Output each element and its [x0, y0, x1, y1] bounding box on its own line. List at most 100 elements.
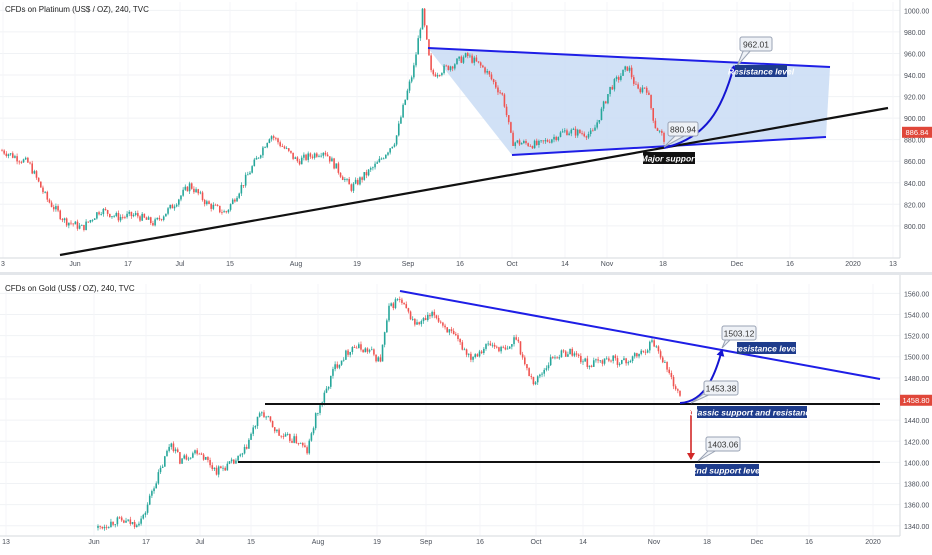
candle-body: [322, 152, 325, 156]
candle-body: [477, 61, 480, 63]
candle-body: [623, 358, 625, 361]
candle-body: [261, 412, 263, 414]
candle-body: [609, 86, 611, 95]
candle-body: [414, 319, 416, 325]
y-tick-label: 900.00: [904, 116, 926, 123]
candle-body: [229, 204, 232, 210]
candle-body: [576, 129, 579, 136]
candle-body: [456, 58, 458, 65]
candle-body: [613, 79, 616, 90]
candle-body: [470, 353, 472, 360]
candle-body: [295, 436, 298, 444]
candle-body: [126, 213, 128, 218]
candle-body: [485, 344, 487, 349]
candle-body: [336, 364, 339, 368]
y-tick-label: 940.00: [904, 73, 926, 80]
candle-body: [266, 142, 269, 148]
candle-body: [250, 433, 252, 440]
candle-body: [61, 219, 64, 221]
candle-body: [35, 171, 38, 178]
candle-body: [661, 357, 664, 363]
candle-body: [472, 356, 474, 360]
candle-body: [404, 99, 407, 105]
candle-body: [423, 8, 426, 26]
candle-body: [327, 386, 330, 389]
candle-body: [377, 357, 380, 362]
candle-body: [443, 65, 445, 74]
candle-body: [280, 435, 283, 437]
x-tick-label: 14: [561, 261, 569, 268]
x-tick-label: 2020: [845, 261, 861, 268]
candle-body: [441, 73, 443, 76]
candle-body: [200, 453, 203, 455]
candle-body: [57, 206, 59, 211]
candle-body: [475, 57, 478, 62]
candle-body: [259, 155, 262, 158]
candle-body: [417, 38, 419, 55]
candle-body: [495, 346, 498, 348]
candle-body: [617, 77, 620, 80]
candle-body: [195, 189, 197, 193]
candle-body: [400, 117, 402, 124]
candle-body: [382, 158, 385, 160]
candle-body: [124, 217, 126, 218]
candle-body: [198, 453, 201, 455]
candle-body: [388, 305, 390, 321]
candle-body: [587, 133, 590, 138]
x-tick-label: Sep: [420, 539, 433, 546]
candle-body: [476, 354, 479, 357]
candle-body: [218, 205, 221, 213]
candle-body: [492, 79, 495, 82]
candle-body: [519, 341, 522, 355]
candle-body: [119, 216, 122, 221]
candle-body: [527, 143, 529, 146]
candle-body: [104, 208, 107, 211]
candle-body: [361, 177, 363, 180]
candle-body: [316, 153, 318, 157]
candle-body: [510, 122, 512, 133]
candle-body: [532, 376, 535, 385]
candle-body: [548, 141, 551, 143]
time-axis: 3 Jun 17 Jul 15 Aug 19 Sep 16 Oct 14 Nov 18 Dec 16 2020…: [1, 261, 897, 268]
candle-body: [267, 416, 270, 418]
candle-body: [486, 71, 488, 73]
candle-body: [501, 93, 504, 95]
candle-body: [421, 8, 424, 30]
candle-body: [181, 458, 183, 464]
candle-body: [278, 429, 280, 436]
candle-body: [211, 465, 214, 469]
candle-body: [502, 346, 505, 348]
candle-body: [451, 66, 454, 69]
candle-body: [411, 319, 414, 320]
candle-body: [439, 321, 442, 323]
candle-body: [171, 204, 174, 209]
candle-body: [464, 53, 467, 58]
candle-body: [567, 354, 569, 357]
candle-body: [467, 353, 470, 355]
candle-body: [601, 360, 604, 364]
candle-body: [572, 128, 575, 130]
candle-body: [416, 322, 418, 325]
y-tick-label: 920.00: [904, 95, 926, 102]
candle-body: [458, 56, 460, 59]
candle-body: [598, 119, 601, 123]
candle-body: [622, 69, 624, 76]
candle-body: [358, 344, 360, 349]
candle-body: [169, 204, 171, 209]
y-tick-label: 1500.00: [904, 355, 929, 362]
candle-body: [136, 525, 138, 527]
candle-body: [376, 162, 379, 164]
y-tick-label: 1400.00: [904, 460, 929, 467]
resistance-label-text: Resistance level: [728, 67, 795, 77]
candle-body: [83, 224, 85, 231]
candle-body: [405, 304, 408, 309]
candle-body: [301, 442, 304, 446]
callout-mid: 1453.38: [690, 380, 739, 404]
candle-body: [151, 491, 153, 496]
candle-body: [290, 150, 292, 153]
x-tick-label: Oct: [531, 539, 542, 546]
panel-separator[interactable]: [0, 272, 932, 275]
candle-body: [463, 349, 466, 351]
candle-body: [155, 483, 157, 489]
candle-body: [190, 183, 193, 189]
